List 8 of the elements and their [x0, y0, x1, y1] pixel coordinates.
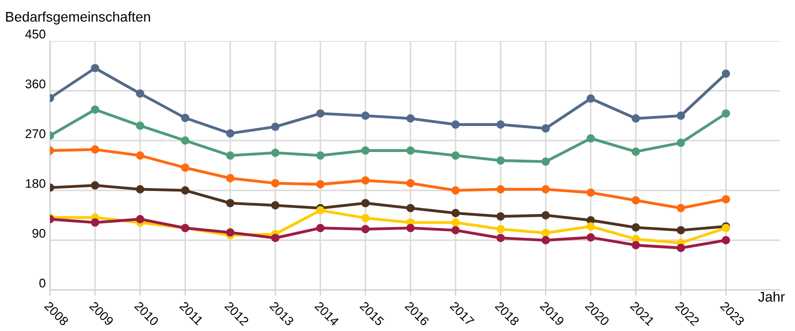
y-axis-title: Bedarfsgemeinschaften — [6, 12, 150, 24]
y-tick-label: 450 — [25, 30, 46, 39]
y-tick-label: 90 — [32, 228, 46, 238]
y-tick-label: 180 — [26, 179, 46, 188]
y-tick-label: 270 — [26, 129, 46, 138]
x-axis-title: Jahr — [758, 292, 785, 302]
y-tick-label: 360 — [25, 79, 46, 88]
y-tick-label: 0 — [39, 278, 46, 288]
